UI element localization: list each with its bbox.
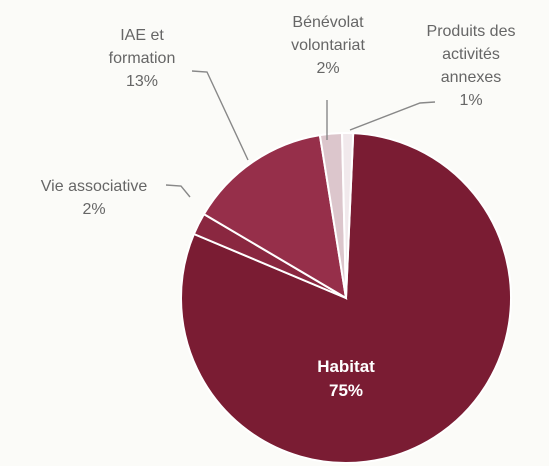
slice-label-1: Vie associative 2%: [41, 178, 148, 218]
slice-label-4-line-3: 1%: [459, 92, 482, 109]
slice-label-2-line-1: formation: [109, 50, 176, 67]
slice-label-3-line-1: volontariat: [291, 37, 365, 54]
pie-slice-2: [202, 133, 348, 300]
slice-label-0: Habitat 75%: [317, 357, 375, 400]
slice-label-3-line-2: 2%: [316, 60, 339, 77]
slice-label-4: Produits des activités annexes 1%: [427, 23, 516, 109]
slice-label-2-line-2: 13%: [126, 73, 158, 90]
slice-label-2-line-0: IAE et: [120, 27, 164, 44]
slice-label-4-line-0: Produits des: [427, 23, 516, 40]
leader-line-1: [165, 184, 191, 198]
slice-label-4-line-1: activités: [442, 46, 500, 63]
slice-label-1-line-0: Vie associative: [41, 178, 148, 195]
slice-label-2: IAE et formation 13%: [109, 27, 176, 90]
slice-label-1-line-1: 2%: [82, 201, 105, 218]
slice-label-0-line-0: Habitat: [317, 357, 375, 376]
slice-label-3: Bénévolat volontariat 2%: [291, 14, 365, 77]
slice-label-4-line-2: annexes: [441, 69, 502, 86]
leader-line-4: [349, 101, 436, 131]
leader-line-2: [191, 70, 249, 161]
slice-label-0-line-1: 75%: [329, 381, 363, 400]
slice-label-3-line-0: Bénévolat: [292, 14, 364, 31]
pie-slice-4: [341, 132, 355, 299]
